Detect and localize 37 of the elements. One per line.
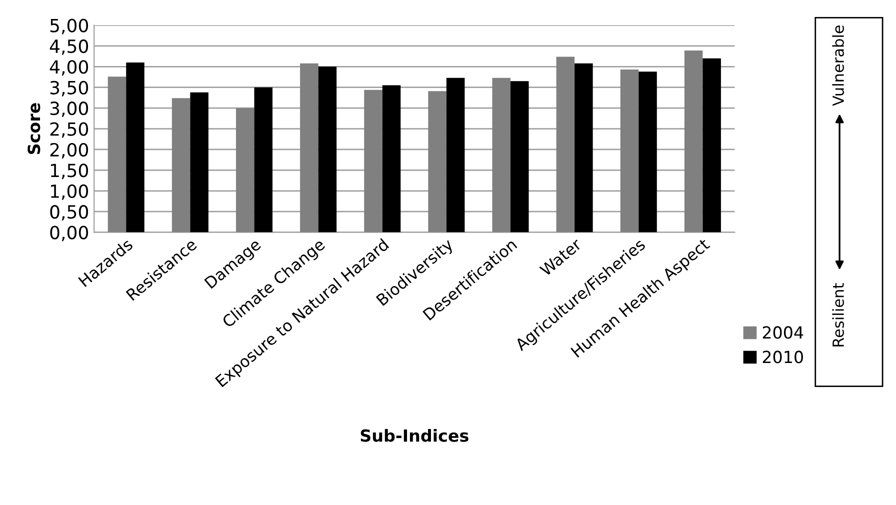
bar — [446, 78, 465, 232]
bar — [172, 98, 190, 232]
y-tick-label: 0,50 — [50, 205, 88, 221]
bar — [190, 92, 208, 232]
bar — [638, 72, 657, 232]
bar — [236, 108, 254, 232]
bar — [300, 63, 318, 232]
bar — [702, 58, 721, 232]
y-tick-label: 1,00 — [51, 184, 88, 200]
bar — [364, 90, 382, 232]
text: Resilient — [832, 283, 844, 346]
legend-label: 2004 — [762, 326, 804, 339]
y-tick-label: 5,00 — [50, 18, 88, 34]
bar — [620, 70, 639, 232]
y-tick-label: 2,50 — [50, 122, 88, 138]
bar — [556, 56, 575, 232]
text: Vulnerable — [832, 25, 844, 106]
y-tick-label: 3,00 — [50, 102, 88, 118]
bar — [254, 87, 272, 232]
y-axis-title: Score — [28, 103, 40, 154]
y-tick-label: 3,50 — [50, 80, 88, 96]
legend-label: 2010 — [762, 350, 803, 364]
bar — [428, 91, 446, 232]
y-tick-label: 2,00 — [50, 142, 88, 158]
y-tick-label: 1,50 — [51, 164, 88, 180]
y-tick-label: 4,00 — [50, 60, 88, 76]
bar — [510, 81, 529, 232]
bar — [108, 76, 126, 232]
bar — [382, 85, 401, 232]
x-axis-title: Sub-Indices — [360, 428, 468, 442]
bar — [492, 78, 510, 232]
bar — [574, 63, 593, 232]
bar — [126, 62, 144, 232]
bar — [684, 50, 703, 232]
bar — [318, 66, 337, 232]
y-tick-label: 4,50 — [50, 39, 88, 55]
y-tick-label: 0,00 — [50, 226, 88, 242]
